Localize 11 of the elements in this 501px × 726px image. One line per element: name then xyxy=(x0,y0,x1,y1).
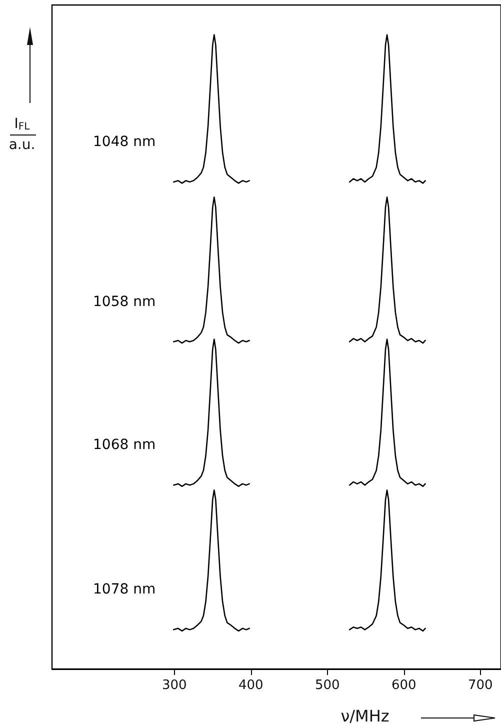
x-tick-label: 700 xyxy=(468,678,493,693)
x-axis-title: ν/MHz xyxy=(340,706,390,726)
y-axis-title: IFL a.u. xyxy=(8,116,36,153)
x-tick-label: 500 xyxy=(314,678,340,693)
text: 1048 nm xyxy=(93,134,156,150)
text: 1068 nm xyxy=(93,437,156,454)
x-tick-label: 600 xyxy=(391,678,416,693)
x-tick-label: 400 xyxy=(238,678,264,693)
x-tick-label: 300 xyxy=(162,678,187,693)
text: 1078 nm xyxy=(93,582,156,598)
text: 1058 nm xyxy=(93,294,156,310)
